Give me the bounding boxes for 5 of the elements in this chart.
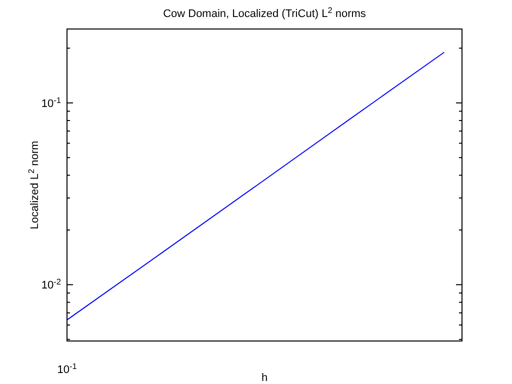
text: 10$^{-1}$ [57,362,78,376]
chart-title: Cow Domain, Localized (TriCut) L$^{2}$ norms [163,6,366,20]
x-axis-title: h [261,372,268,384]
line-series [67,52,445,320]
y-tick-label: 10$^{-2}$ [41,277,62,292]
